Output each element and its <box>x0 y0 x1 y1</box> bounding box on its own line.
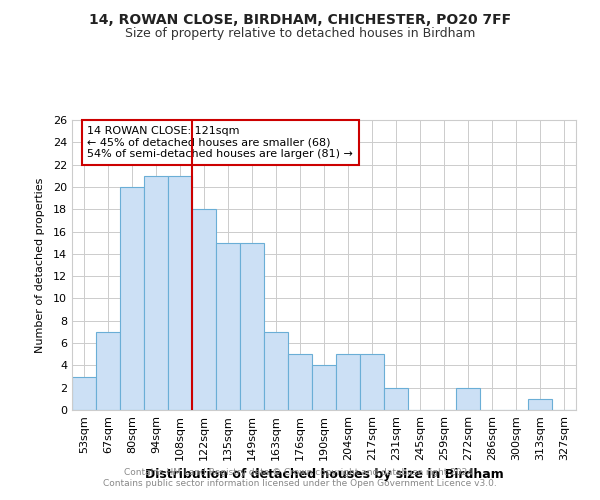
Bar <box>336 354 360 410</box>
Bar <box>240 242 264 410</box>
Text: 14 ROWAN CLOSE: 121sqm
← 45% of detached houses are smaller (68)
54% of semi-det: 14 ROWAN CLOSE: 121sqm ← 45% of detached… <box>87 126 353 159</box>
Bar <box>96 332 120 410</box>
Y-axis label: Number of detached properties: Number of detached properties <box>35 178 44 352</box>
Bar <box>384 388 408 410</box>
Bar <box>528 399 552 410</box>
Text: 14, ROWAN CLOSE, BIRDHAM, CHICHESTER, PO20 7FF: 14, ROWAN CLOSE, BIRDHAM, CHICHESTER, PO… <box>89 12 511 26</box>
Bar <box>216 242 240 410</box>
Bar <box>288 354 312 410</box>
Bar <box>72 376 96 410</box>
Bar <box>456 388 480 410</box>
Bar <box>192 209 216 410</box>
X-axis label: Distribution of detached houses by size in Birdham: Distribution of detached houses by size … <box>145 468 503 481</box>
Bar <box>144 176 168 410</box>
Text: Contains HM Land Registry data © Crown copyright and database right 2024.
Contai: Contains HM Land Registry data © Crown c… <box>103 468 497 487</box>
Bar <box>120 187 144 410</box>
Bar <box>168 176 192 410</box>
Bar <box>312 366 336 410</box>
Bar <box>264 332 288 410</box>
Bar <box>360 354 384 410</box>
Text: Size of property relative to detached houses in Birdham: Size of property relative to detached ho… <box>125 28 475 40</box>
